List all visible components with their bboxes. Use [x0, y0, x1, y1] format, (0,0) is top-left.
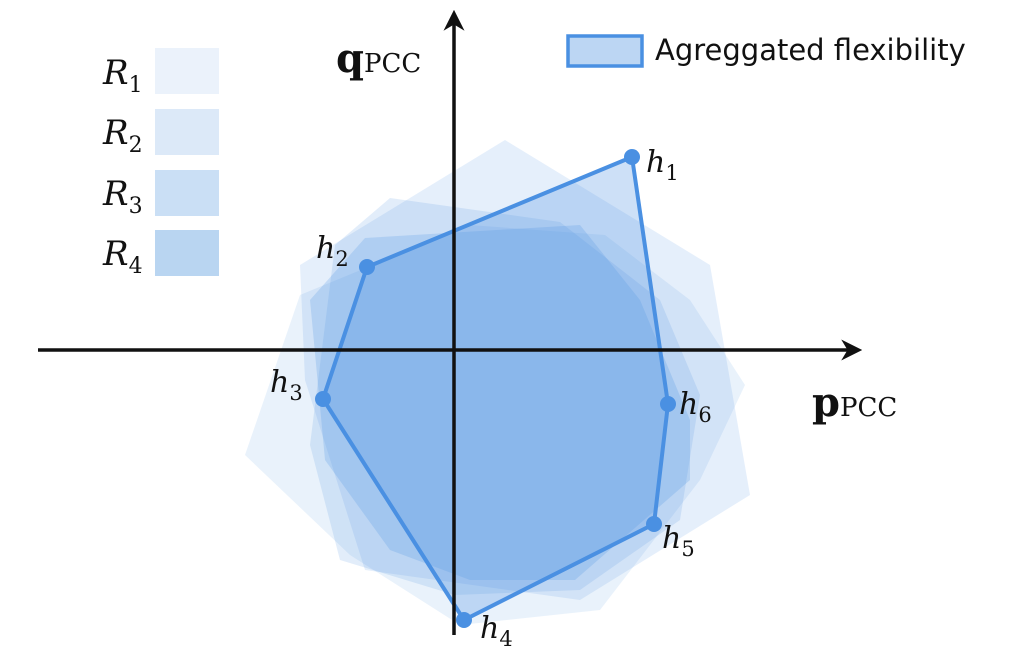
point-h1 — [624, 149, 640, 165]
regions — [245, 140, 750, 625]
label-h2: h2 — [316, 231, 349, 271]
y-axis-label: qPCC — [336, 35, 421, 82]
region-r3 — [310, 198, 700, 595]
label-h4: h4 — [480, 611, 513, 651]
label-h3: h3 — [270, 365, 303, 405]
legend-swatch-r1 — [155, 48, 219, 94]
x-axis-label: pPCC — [812, 379, 897, 426]
point-h6 — [660, 396, 676, 412]
label-h6: h6 — [679, 387, 712, 427]
vertex-points — [315, 149, 676, 628]
point-h2 — [359, 259, 375, 275]
legend-label-r3: R3 — [102, 174, 143, 219]
region-r4 — [310, 225, 690, 580]
legend-label-r1: R1 — [102, 53, 143, 98]
region-r2 — [300, 140, 750, 600]
legend-swatch-r2 — [155, 109, 219, 155]
region-r1 — [245, 225, 745, 625]
label-h1: h1 — [646, 145, 679, 185]
legend-label-r2: R2 — [102, 113, 143, 158]
point-h5 — [646, 516, 662, 532]
region-legend: R1 R2 R3 R4 — [102, 48, 219, 279]
legend-swatch-r4 — [155, 230, 219, 276]
legend-swatch-r3 — [155, 170, 219, 216]
legend-label-r4: R4 — [102, 234, 143, 279]
point-h3 — [315, 391, 331, 407]
label-h5: h5 — [662, 521, 695, 561]
aggregated-legend-swatch — [566, 34, 644, 68]
point-h4 — [456, 612, 472, 628]
aggregated-legend: Agreggated flexibility — [566, 33, 966, 68]
aggregated-legend-label: Agreggated flexibility — [655, 33, 966, 67]
